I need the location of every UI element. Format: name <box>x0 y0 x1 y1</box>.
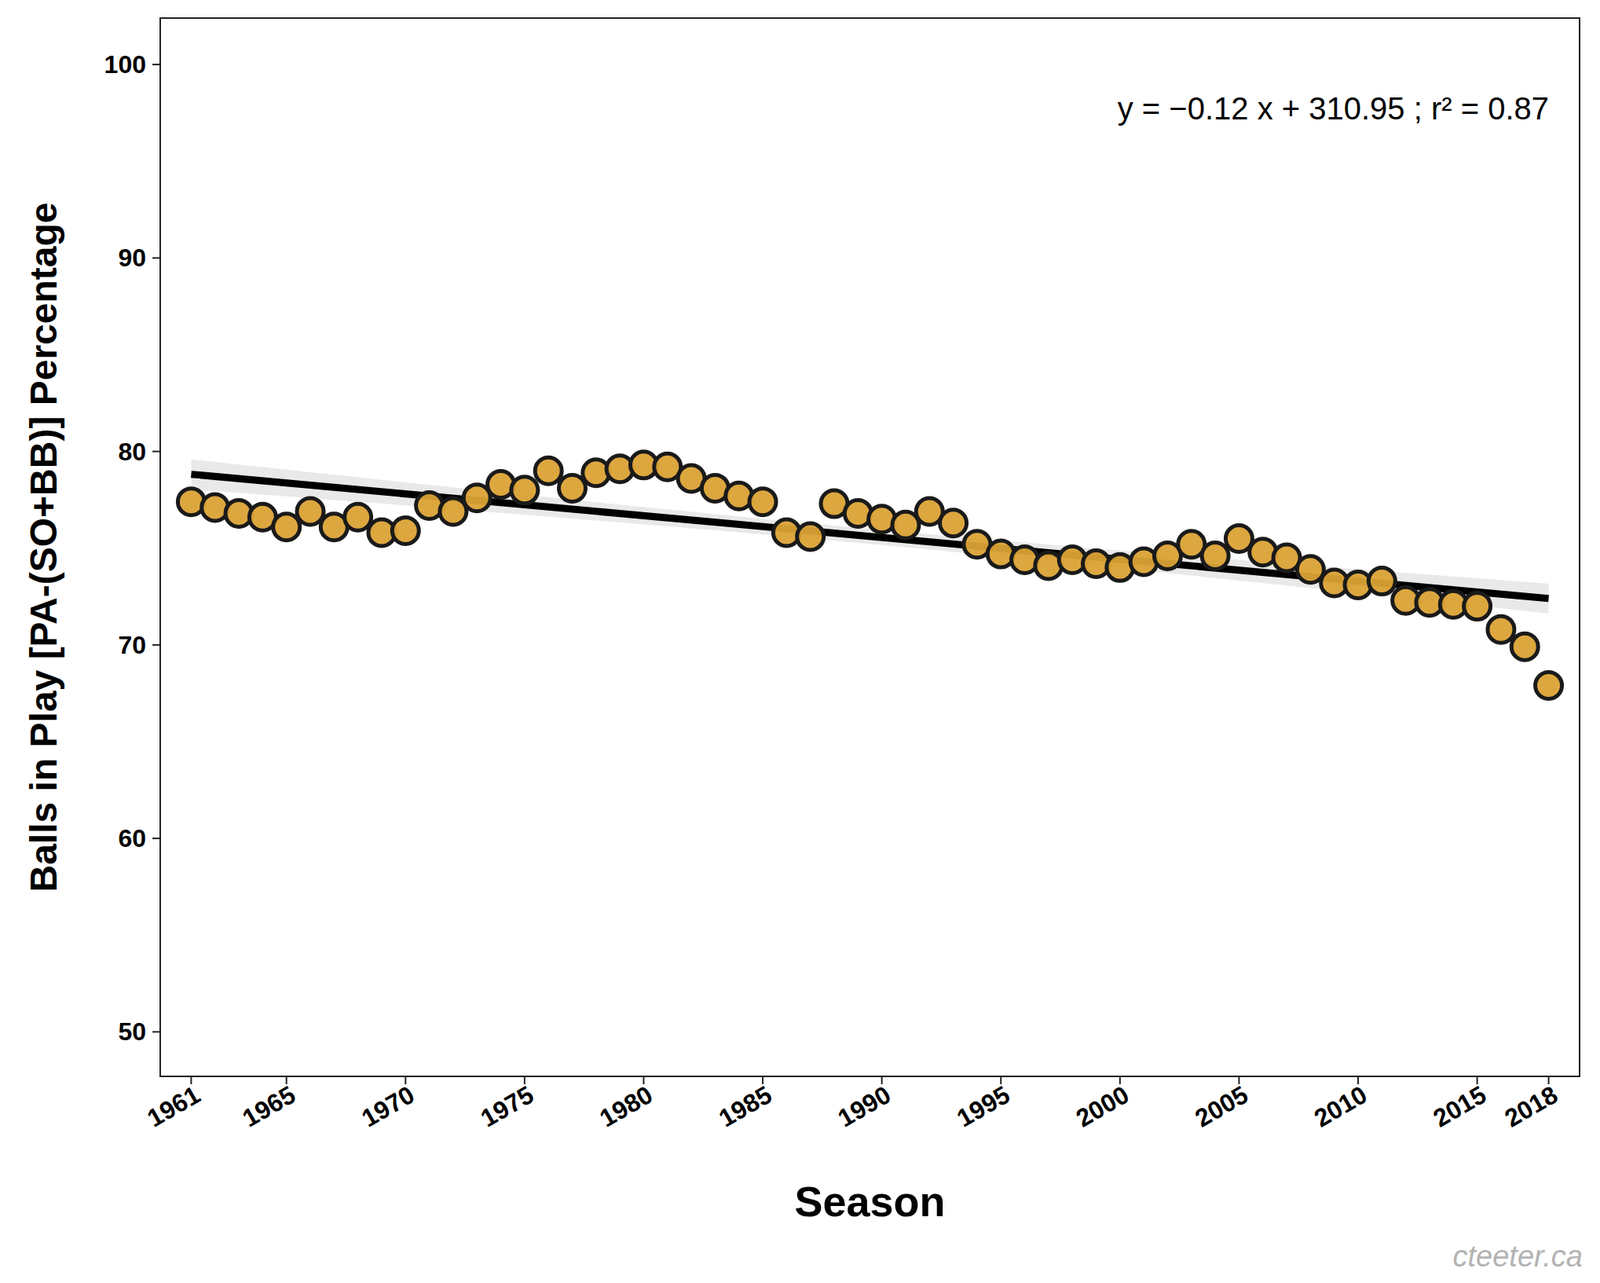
data-point <box>1487 615 1515 643</box>
data-point <box>797 523 824 550</box>
data-point <box>391 517 419 545</box>
y-tick <box>152 63 161 66</box>
y-tick <box>152 1030 161 1033</box>
x-tick-label: 2018 <box>1499 1080 1563 1133</box>
x-tick-label: 2000 <box>1071 1080 1135 1133</box>
data-point <box>1511 633 1538 660</box>
equation-annotation: y = −0.12 x + 310.95 ; r² = 0.87 <box>1117 91 1549 126</box>
plot-area <box>177 451 1562 700</box>
x-tick-label: 1975 <box>475 1080 539 1133</box>
data-point <box>511 476 539 504</box>
confidence-band <box>190 459 1549 614</box>
data-point <box>534 457 562 484</box>
y-tick-label: 50 <box>117 1017 147 1046</box>
data-point <box>1201 542 1229 570</box>
data-point <box>273 513 301 541</box>
x-tick-label: 1995 <box>951 1080 1015 1133</box>
x-axis-title: Season <box>794 1177 945 1225</box>
x-tick-label: 1990 <box>833 1080 897 1133</box>
data-point <box>1535 672 1563 700</box>
x-tick-label: 1970 <box>356 1080 420 1133</box>
x-tick-label: 1961 <box>142 1080 206 1133</box>
y-tick <box>152 644 161 646</box>
x-tick-label: 1965 <box>237 1080 301 1133</box>
data-point <box>749 488 777 516</box>
y-tick <box>152 837 161 839</box>
x-tick-label: 2005 <box>1189 1080 1253 1133</box>
plot-frame <box>160 18 1580 1077</box>
data-point <box>296 497 324 525</box>
chart: 50 60 70 80 90 100 1961 1965 1970 1975 1980 1985 199… <box>0 0 1600 1283</box>
data-point <box>344 503 372 531</box>
y-tick <box>152 450 161 453</box>
y-tick-label: 100 <box>104 50 147 79</box>
x-tick-label: 2015 <box>1427 1080 1491 1133</box>
source-watermark: cteeter.ca <box>1453 1239 1583 1273</box>
x-tick-label: 1985 <box>713 1080 777 1133</box>
data-point <box>559 474 586 502</box>
x-tick-label: 2010 <box>1309 1080 1373 1133</box>
y-axis-title: Balls in Play [PA-(SO+BB)] Percentage <box>22 201 65 892</box>
y-tick <box>152 256 161 259</box>
y-tick-label: 70 <box>117 630 147 660</box>
data-point <box>940 509 967 537</box>
data-point <box>1368 567 1395 595</box>
data-point <box>1464 593 1491 620</box>
trend-line <box>190 474 1549 599</box>
y-tick-label: 80 <box>117 437 147 466</box>
y-tick-label: 90 <box>117 243 147 272</box>
y-tick-label: 60 <box>117 823 147 853</box>
x-tick-label: 1980 <box>594 1080 658 1133</box>
